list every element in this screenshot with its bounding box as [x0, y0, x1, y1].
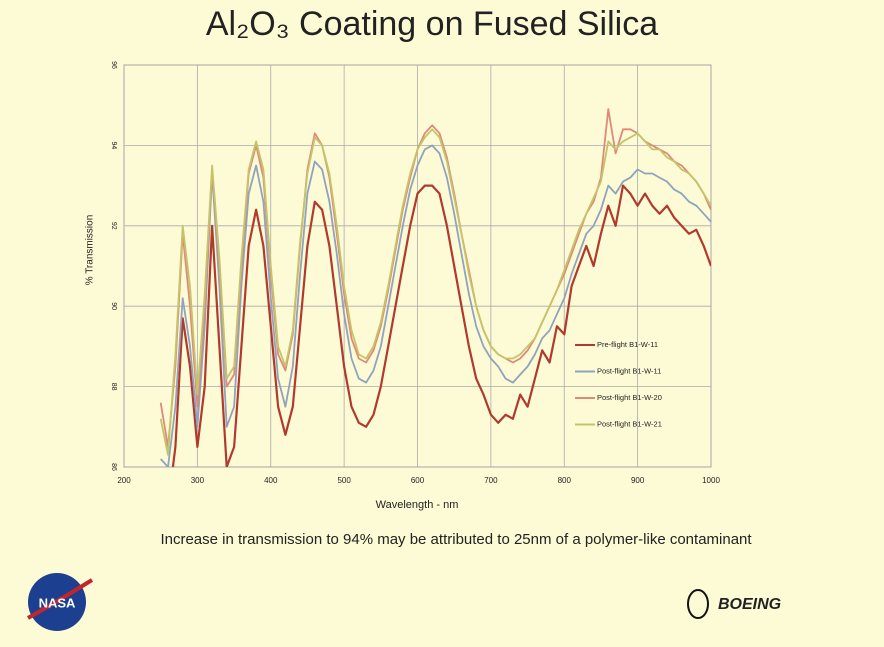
x-tick-label: 300 [191, 476, 205, 485]
x-tick-label: 500 [337, 476, 351, 485]
y-tick-label: 86 [110, 463, 117, 471]
x-axis-label: Wavelength - nm [376, 499, 459, 511]
chart-title: Al₂O₃ Coating on Fused Silica [206, 5, 658, 43]
x-tick-label: 700 [484, 476, 498, 485]
x-tick-label: 600 [411, 476, 425, 485]
y-tick-label: 94 [110, 142, 117, 150]
series-line [159, 128, 711, 456]
x-tick-label: 400 [264, 476, 278, 485]
legend-label: Post-flight B1-W-11 [597, 366, 661, 375]
y-axis-label: % Transmission [85, 215, 96, 286]
legend-label: Post-flight B1-W-20 [597, 393, 662, 402]
y-tick-label: 88 [110, 383, 117, 391]
series-line [159, 108, 711, 448]
caption: Increase in transmission to 94% may be a… [160, 531, 752, 548]
nasa-swoosh [27, 578, 94, 620]
x-tick-label: 1000 [702, 476, 720, 485]
x-tick-label: 900 [631, 476, 645, 485]
y-tick-label: 96 [110, 61, 117, 69]
x-tick-label: 200 [117, 476, 131, 485]
y-tick-label: 92 [110, 222, 117, 230]
series-line [160, 144, 711, 467]
x-tick-label: 800 [558, 476, 572, 485]
boeing-logo: BOEING [687, 589, 781, 619]
legend-label: Post-flight B1-W-21 [597, 419, 662, 428]
y-tick-label: 90 [110, 302, 117, 310]
boeing-text: BOEING [718, 596, 781, 613]
nasa-text: NASA [39, 595, 76, 610]
legend-label: Pre-flight B1-W-11 [597, 340, 658, 349]
nasa-logo: NASA [27, 573, 94, 631]
series-line [171, 184, 711, 467]
boeing-mark [687, 589, 709, 619]
